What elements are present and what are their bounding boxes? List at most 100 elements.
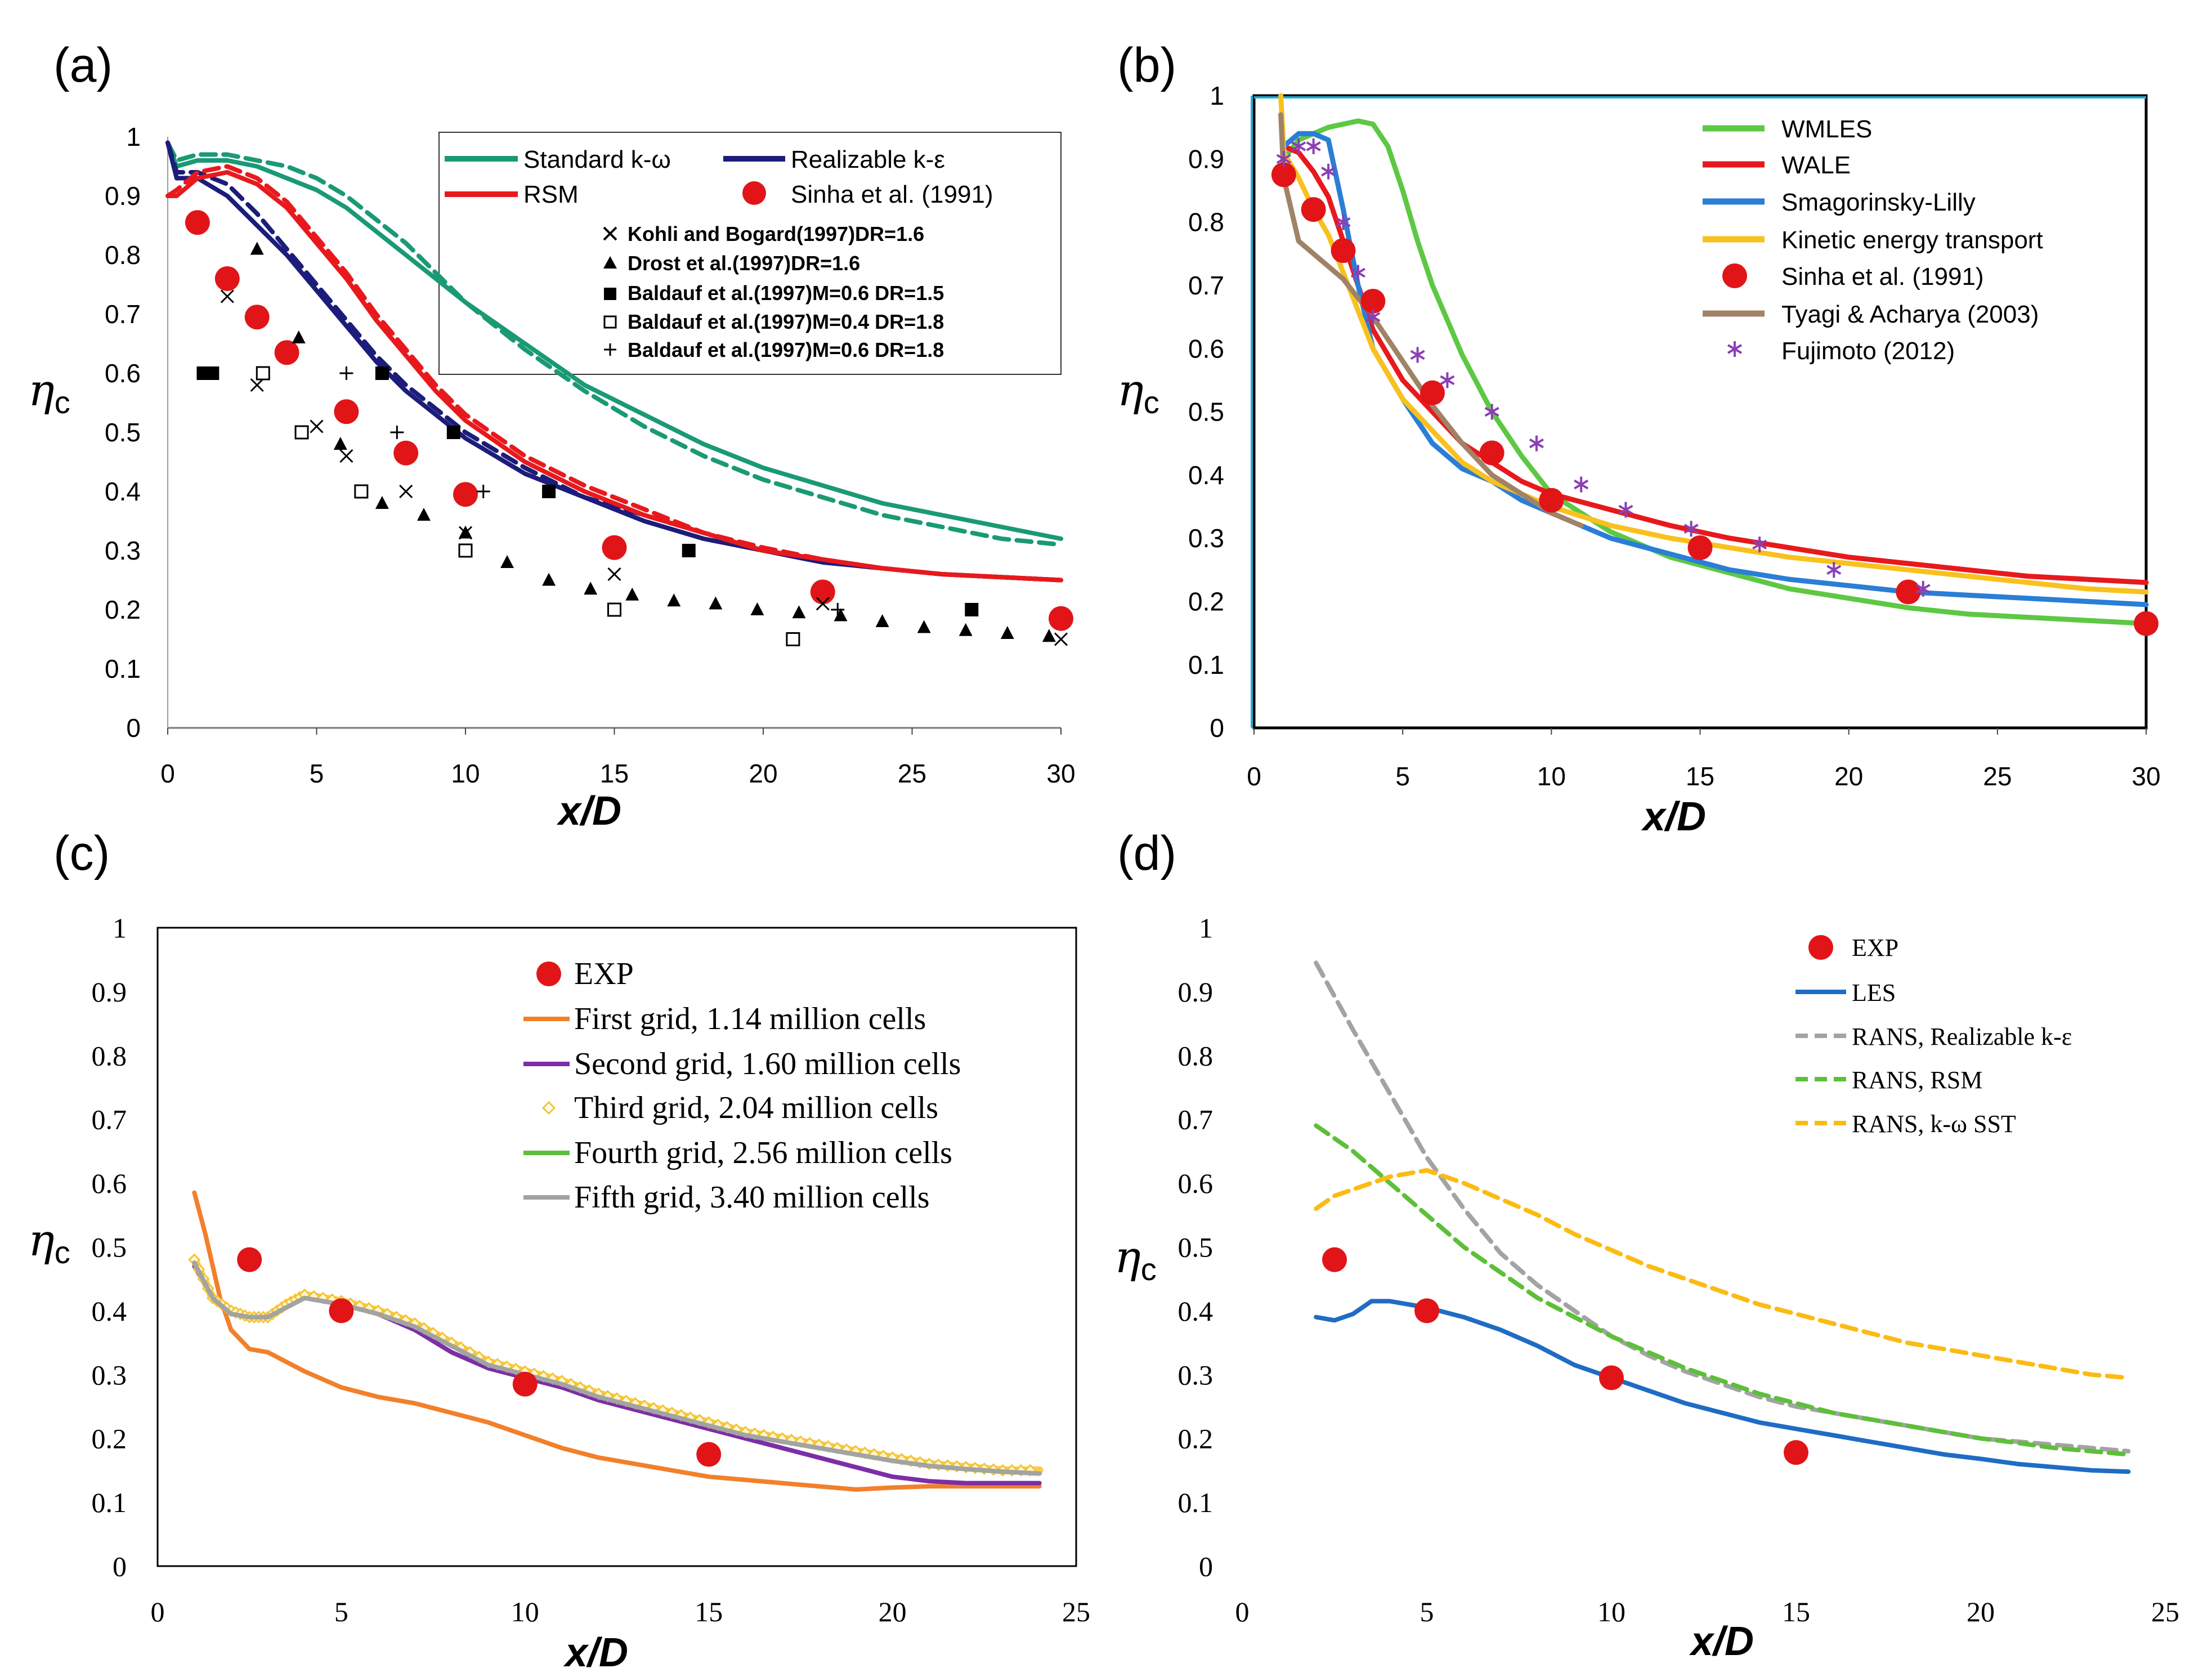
panel-d-xtick-label: 10 xyxy=(1597,1596,1626,1627)
panel-a-scatter-4-point xyxy=(608,603,621,616)
panel-d-scatter-0-point xyxy=(1322,1247,1347,1272)
panel-b-legend: WMLES WALE Smagorinsky-Lilly Kinetic ene… xyxy=(1703,115,2043,365)
panel-d: (d) 00.10.20.30.40.50.60.70.80.910 5 10 15 2… xyxy=(1114,826,2179,1664)
panel-a-scatter-3-point xyxy=(542,485,556,498)
legend-label-rans-rsm: RANS, RSM xyxy=(1852,1066,1982,1094)
panel-a-scatter-2-point xyxy=(334,437,347,450)
panel-b-scatter-0-point xyxy=(1301,197,1326,222)
panel-c-xtick-label: 0 xyxy=(151,1596,165,1627)
panel-b-xtick-label: 10 xyxy=(1537,762,1566,791)
panel-c-ylabel-sub: c xyxy=(55,1235,70,1270)
panel-d-ytick-label: 0.1 xyxy=(1178,1487,1214,1518)
panel-a-scatter-0-point xyxy=(334,399,359,424)
panel-c-ytick-label: 0.6 xyxy=(92,1168,127,1199)
panel-c-ytick-label: 0.8 xyxy=(92,1040,127,1071)
panel-b: (b) 00.10.20.30.40.50.60.70.80.910 5 10 15 2… xyxy=(1117,38,2161,839)
panel-d-xlabel: x/D xyxy=(1689,1619,1754,1664)
panel-a-ytick-label: 0.8 xyxy=(105,240,141,270)
panel-b-ytick-label: 0.4 xyxy=(1188,460,1224,490)
panel-d-ytick-label: 0.5 xyxy=(1178,1232,1214,1263)
panel-a-scatter-0-point xyxy=(275,340,299,365)
panel-b-ytick-label: 0.5 xyxy=(1188,397,1224,427)
panel-d-ytick-label: 0.4 xyxy=(1178,1295,1214,1327)
panel-a-scatter-4-point xyxy=(295,426,308,439)
panel-a-scatter-1-point xyxy=(251,379,263,391)
panel-c-ytick-label: 0.2 xyxy=(92,1423,127,1455)
panel-c-xtick-label: 5 xyxy=(334,1596,348,1627)
panel-d-ylabel-eta: η xyxy=(1114,1232,1141,1283)
panel-a-ytick-label: 0.4 xyxy=(105,477,141,506)
panel-d-ylabel-sub: c xyxy=(1141,1251,1157,1287)
panel-a-xtick-label: 10 xyxy=(451,759,480,788)
legend-label-baldauf-plus: Baldauf et al.(1997)M=0.6 DR=1.8 xyxy=(628,338,944,361)
panel-a-xtick-label: 30 xyxy=(1046,759,1075,788)
panel-c-series-0-line xyxy=(194,1193,1039,1490)
panel-b-scatter-0-point xyxy=(1539,488,1564,513)
panel-a-ylabel: ηc xyxy=(28,365,70,420)
panel-b-scatter-1-point xyxy=(1307,138,1320,154)
panel-c-ytick-label: 0.5 xyxy=(92,1232,127,1263)
panel-d-ytick-label: 0.9 xyxy=(1178,976,1214,1008)
legend-marker-baldauf-filled xyxy=(604,288,616,300)
panel-b-ytick-label: 0.1 xyxy=(1188,650,1224,679)
panel-a-scatter-1-point xyxy=(311,421,323,433)
legend-label-exp-c: EXP xyxy=(574,956,634,991)
panel-d-xtick-label: 5 xyxy=(1420,1596,1434,1627)
panel-a-scatter-3-point xyxy=(205,366,219,380)
legend-label-first-grid: First grid, 1.14 million cells xyxy=(574,1001,926,1036)
panel-d-ytick-label: 0.7 xyxy=(1178,1104,1214,1135)
panel-a-ytick-label: 0.2 xyxy=(105,595,141,624)
legend-label-standard-kw: Standard k-ω xyxy=(523,146,671,173)
panel-a-scatter-4-point xyxy=(257,367,269,379)
panel-b-ylabel: ηc xyxy=(1117,365,1159,420)
legend-label-fujimoto: Fujimoto (2012) xyxy=(1781,337,1955,365)
panel-b-series-3-line xyxy=(1281,96,2146,592)
legend-marker-exp-d xyxy=(1808,935,1833,960)
legend-label-baldauf-filled: Baldauf et al.(1997)M=0.6 DR=1.5 xyxy=(628,281,944,305)
panel-a-scatter-2-point xyxy=(1001,626,1014,639)
panel-a-label: (a) xyxy=(53,38,113,92)
panel-c: (c) 00.10.20.30.40.50.60.70.80.910 5 10 15 2… xyxy=(28,826,1090,1675)
legend-label-wale: WALE xyxy=(1781,151,1851,179)
panel-d-scatter-0-point xyxy=(1414,1298,1439,1323)
panel-d-ytick-label: 0.2 xyxy=(1178,1423,1214,1455)
panel-a-ytick-label: 0.5 xyxy=(105,418,141,447)
panel-d-ytick-label: 0.8 xyxy=(1178,1040,1214,1071)
panel-a-xtick-label: 20 xyxy=(749,759,777,788)
figure: (a) 00.10.20.30.40.50.60.70.80.910 5 10 15 2… xyxy=(0,0,2212,1677)
legend-label-realizable-ke: Realizable k-ε xyxy=(791,146,945,173)
panel-a-scatter-3-point xyxy=(965,603,978,616)
panel-a-scatter-2-point xyxy=(792,605,805,618)
panel-c-ytick-label: 0.7 xyxy=(92,1104,127,1135)
panel-a-ylabel-sub: c xyxy=(55,384,70,420)
panel-c-ylabel-eta: η xyxy=(28,1215,55,1266)
panel-c-ytick-label: 0 xyxy=(113,1551,127,1582)
legend-marker-sinha-b xyxy=(1722,263,1747,288)
panel-c-xtick-label: 25 xyxy=(1062,1596,1090,1627)
panel-a-scatter-5-point xyxy=(339,366,353,380)
panel-c-ytick-label: 1 xyxy=(113,913,127,944)
panel-b-scatter-0-point xyxy=(2134,611,2159,636)
panel-b-plot: 00.10.20.30.40.50.60.70.80.910 5 10 15 20 25 3… xyxy=(1188,81,2161,791)
legend-marker-third-grid xyxy=(543,1102,554,1113)
panel-a-scatter-0-point xyxy=(185,210,210,235)
panel-c-xtick-label: 10 xyxy=(511,1596,539,1627)
panel-a-xtick-label: 25 xyxy=(898,759,926,788)
legend-label-rans-kw-sst: RANS, k-ω SST xyxy=(1852,1110,2016,1138)
panel-a-scatter-5-point xyxy=(390,426,404,439)
panel-a-scatter-4-point xyxy=(459,544,472,557)
panel-a-scatter-2-point xyxy=(292,330,306,343)
panel-a-xtick-label: 15 xyxy=(600,759,629,788)
panel-a-scatter-3-point xyxy=(447,426,460,439)
panel-d-series-3-line xyxy=(1316,1170,2128,1378)
panel-d-ylabel: ηc xyxy=(1114,1232,1157,1287)
panel-c-scatter-0-point xyxy=(696,1442,721,1467)
panel-a-scatter-2-point xyxy=(750,602,764,615)
panel-d-xtick-label: 20 xyxy=(1967,1596,1995,1627)
legend-label-ket: Kinetic energy transport xyxy=(1781,226,2043,254)
panel-c-xtick-label: 15 xyxy=(695,1596,723,1627)
legend-marker-exp-c xyxy=(536,962,561,986)
panel-a-ylabel-eta: η xyxy=(28,365,55,416)
panel-b-scatter-0-point xyxy=(1688,535,1713,560)
legend-label-sinha-b: Sinha et al. (1991) xyxy=(1781,263,1984,290)
